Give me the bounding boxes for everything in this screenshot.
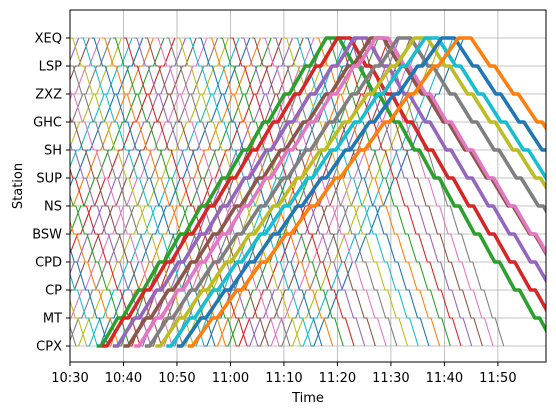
down-train-line xyxy=(155,37,280,347)
down-train-line xyxy=(294,37,419,347)
x-tick-label: 10:40 xyxy=(105,371,142,386)
y-tick-label: SUP xyxy=(36,172,62,187)
down-train-line xyxy=(70,141,152,347)
x-tick-label: 10:30 xyxy=(51,371,88,386)
y-tick-label: XEQ xyxy=(35,32,62,47)
y-tick-label: LSP xyxy=(39,60,62,75)
down-train-line xyxy=(0,38,65,346)
y-axis: CPX MT CP CPD BSW NS SUP SH GHC ZXZ LSP XEQ xyxy=(32,32,70,355)
x-axis: 10:30 10:40 10:50 11:00 11:10 11:20 11:30 11:40… xyxy=(51,362,517,386)
thick-train-line xyxy=(155,36,546,348)
y-tick-label: SH xyxy=(44,144,62,159)
x-axis-label: Time xyxy=(291,391,324,406)
down-train-line xyxy=(0,38,55,346)
thick-series-layer xyxy=(96,36,546,348)
plot-frame xyxy=(69,9,547,363)
down-train-line xyxy=(70,272,98,347)
y-tick-label: ZXZ xyxy=(35,88,62,103)
x-tick-label: 11:30 xyxy=(372,371,409,386)
y-tick-label: CPX xyxy=(36,340,62,355)
down-train-line xyxy=(70,167,141,347)
thick-train-line xyxy=(134,36,546,348)
y-tick-label: BSW xyxy=(32,228,62,243)
down-train-line xyxy=(70,246,109,347)
down-train-line xyxy=(326,37,451,347)
thick-train-line xyxy=(177,36,546,348)
plot-area xyxy=(0,36,546,348)
thick-train-line xyxy=(102,36,546,348)
thick-train-line xyxy=(166,36,546,348)
x-tick-label: 11:50 xyxy=(479,371,516,386)
down-train-line xyxy=(305,37,430,347)
y-tick-label: MT xyxy=(43,312,62,327)
down-train-line xyxy=(70,193,130,347)
thick-train-line xyxy=(96,36,546,348)
down-train-line xyxy=(70,219,120,347)
thick-train-line xyxy=(112,36,546,348)
x-tick-label: 11:10 xyxy=(265,371,302,386)
x-tick-label: 11:20 xyxy=(319,371,356,386)
down-train-line xyxy=(337,37,462,347)
thick-train-line xyxy=(144,36,546,348)
x-tick-label: 11:00 xyxy=(212,371,249,386)
y-tick-label: NS xyxy=(44,200,62,215)
x-tick-label: 10:50 xyxy=(158,371,195,386)
up-train-line xyxy=(0,38,57,346)
y-axis-label: Station xyxy=(11,163,26,209)
down-train-line xyxy=(219,37,344,347)
down-train-line xyxy=(144,37,269,347)
thick-train-line xyxy=(187,36,546,348)
y-tick-label: CP xyxy=(45,284,62,299)
x-tick-label: 11:40 xyxy=(426,371,463,386)
y-tick-label: CPD xyxy=(35,256,62,271)
y-tick-label: GHC xyxy=(33,116,62,131)
